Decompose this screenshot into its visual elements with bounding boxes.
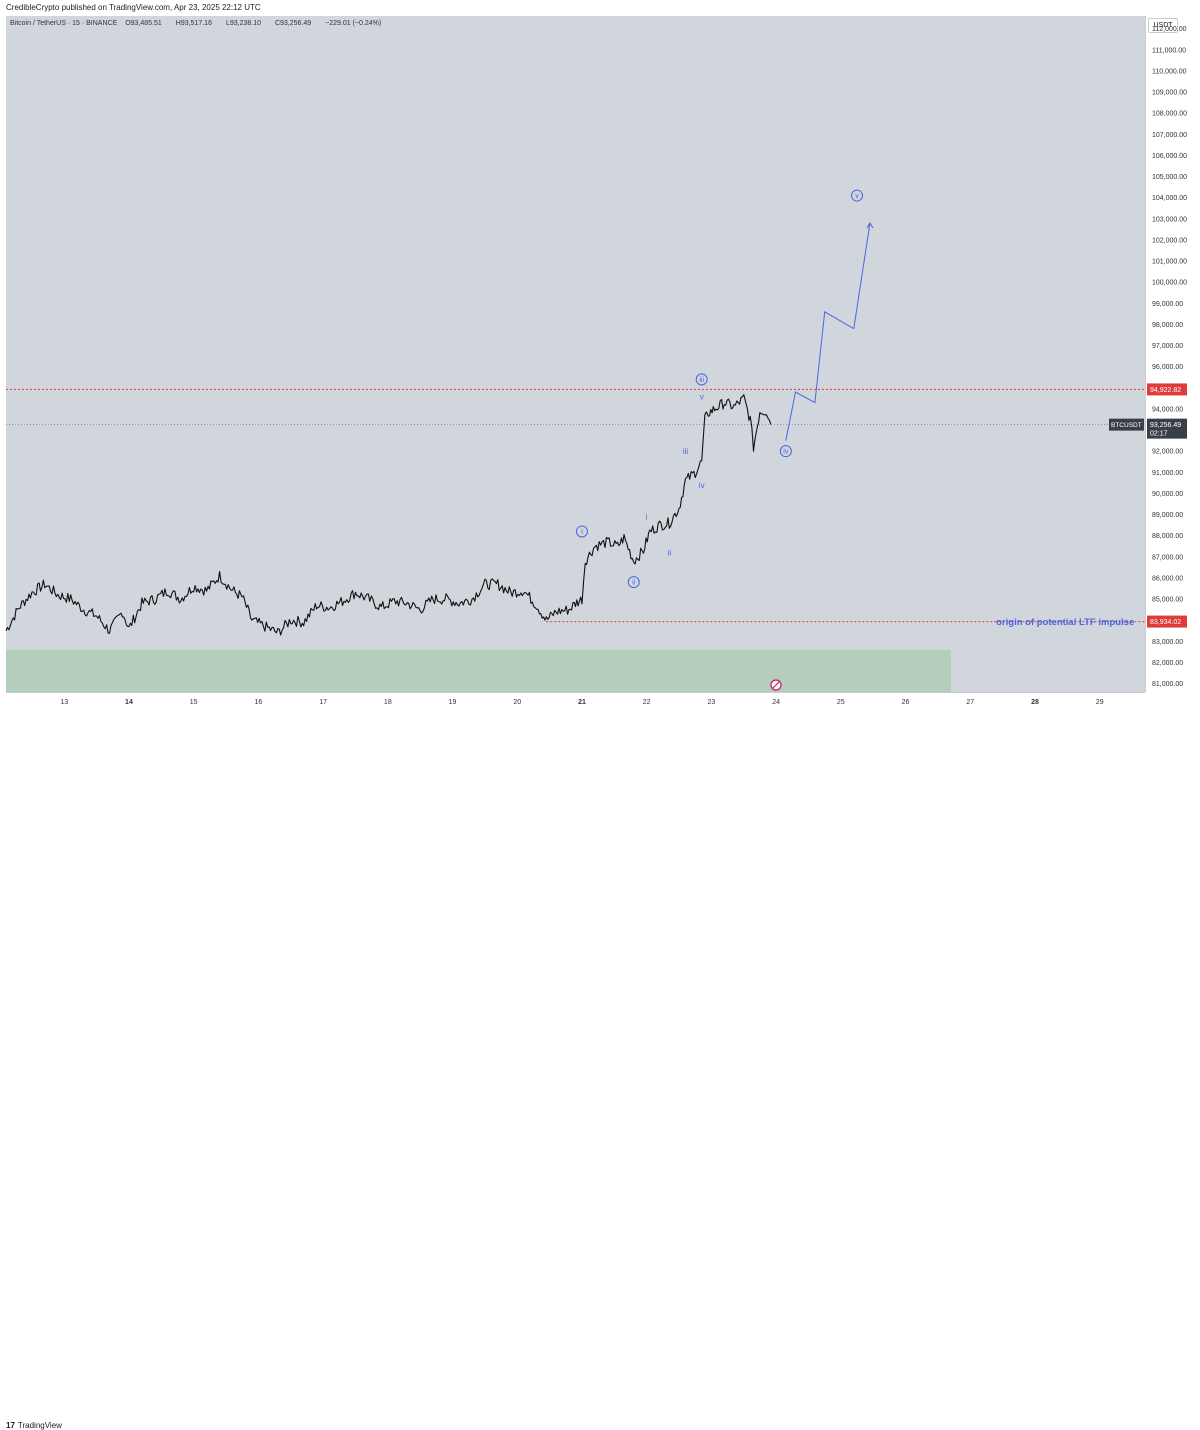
change-value: −229.01 (−0.24%) xyxy=(325,20,382,27)
close-label: C xyxy=(274,20,281,27)
tradingview-logo[interactable]: 17 TradingView xyxy=(6,1421,62,1430)
symbol-name: Bitcoin / TetherUS · 15 · BINANCE xyxy=(10,20,118,27)
symbol-legend: Bitcoin / TetherUS · 15 · BINANCE O93,48… xyxy=(10,20,387,27)
low-label: L xyxy=(225,20,230,27)
tradingview-brand: TradingView xyxy=(17,1421,62,1430)
chart-plot-area[interactable] xyxy=(6,16,1145,692)
high-label: H xyxy=(175,20,181,27)
top-bar: CredibleCrypto published on TradingView.… xyxy=(0,0,1200,16)
open-value: O93,485.51 xyxy=(125,20,162,27)
high-value: H93,517.16 xyxy=(175,20,212,27)
close-value: C93,256.49 xyxy=(274,20,312,27)
publisher-line: CredibleCrypto published on TradingView.… xyxy=(6,3,261,12)
time-axis-panel[interactable] xyxy=(6,692,1145,709)
footer: 17 TradingView xyxy=(0,708,1200,1430)
tradingview-logo-mark: 17 xyxy=(6,1421,15,1430)
low-value: L93,238.10 xyxy=(225,20,261,27)
price-axis-panel[interactable] xyxy=(1145,16,1200,692)
open-label: O xyxy=(125,20,131,27)
currency-button[interactable]: USDT xyxy=(1148,18,1178,33)
